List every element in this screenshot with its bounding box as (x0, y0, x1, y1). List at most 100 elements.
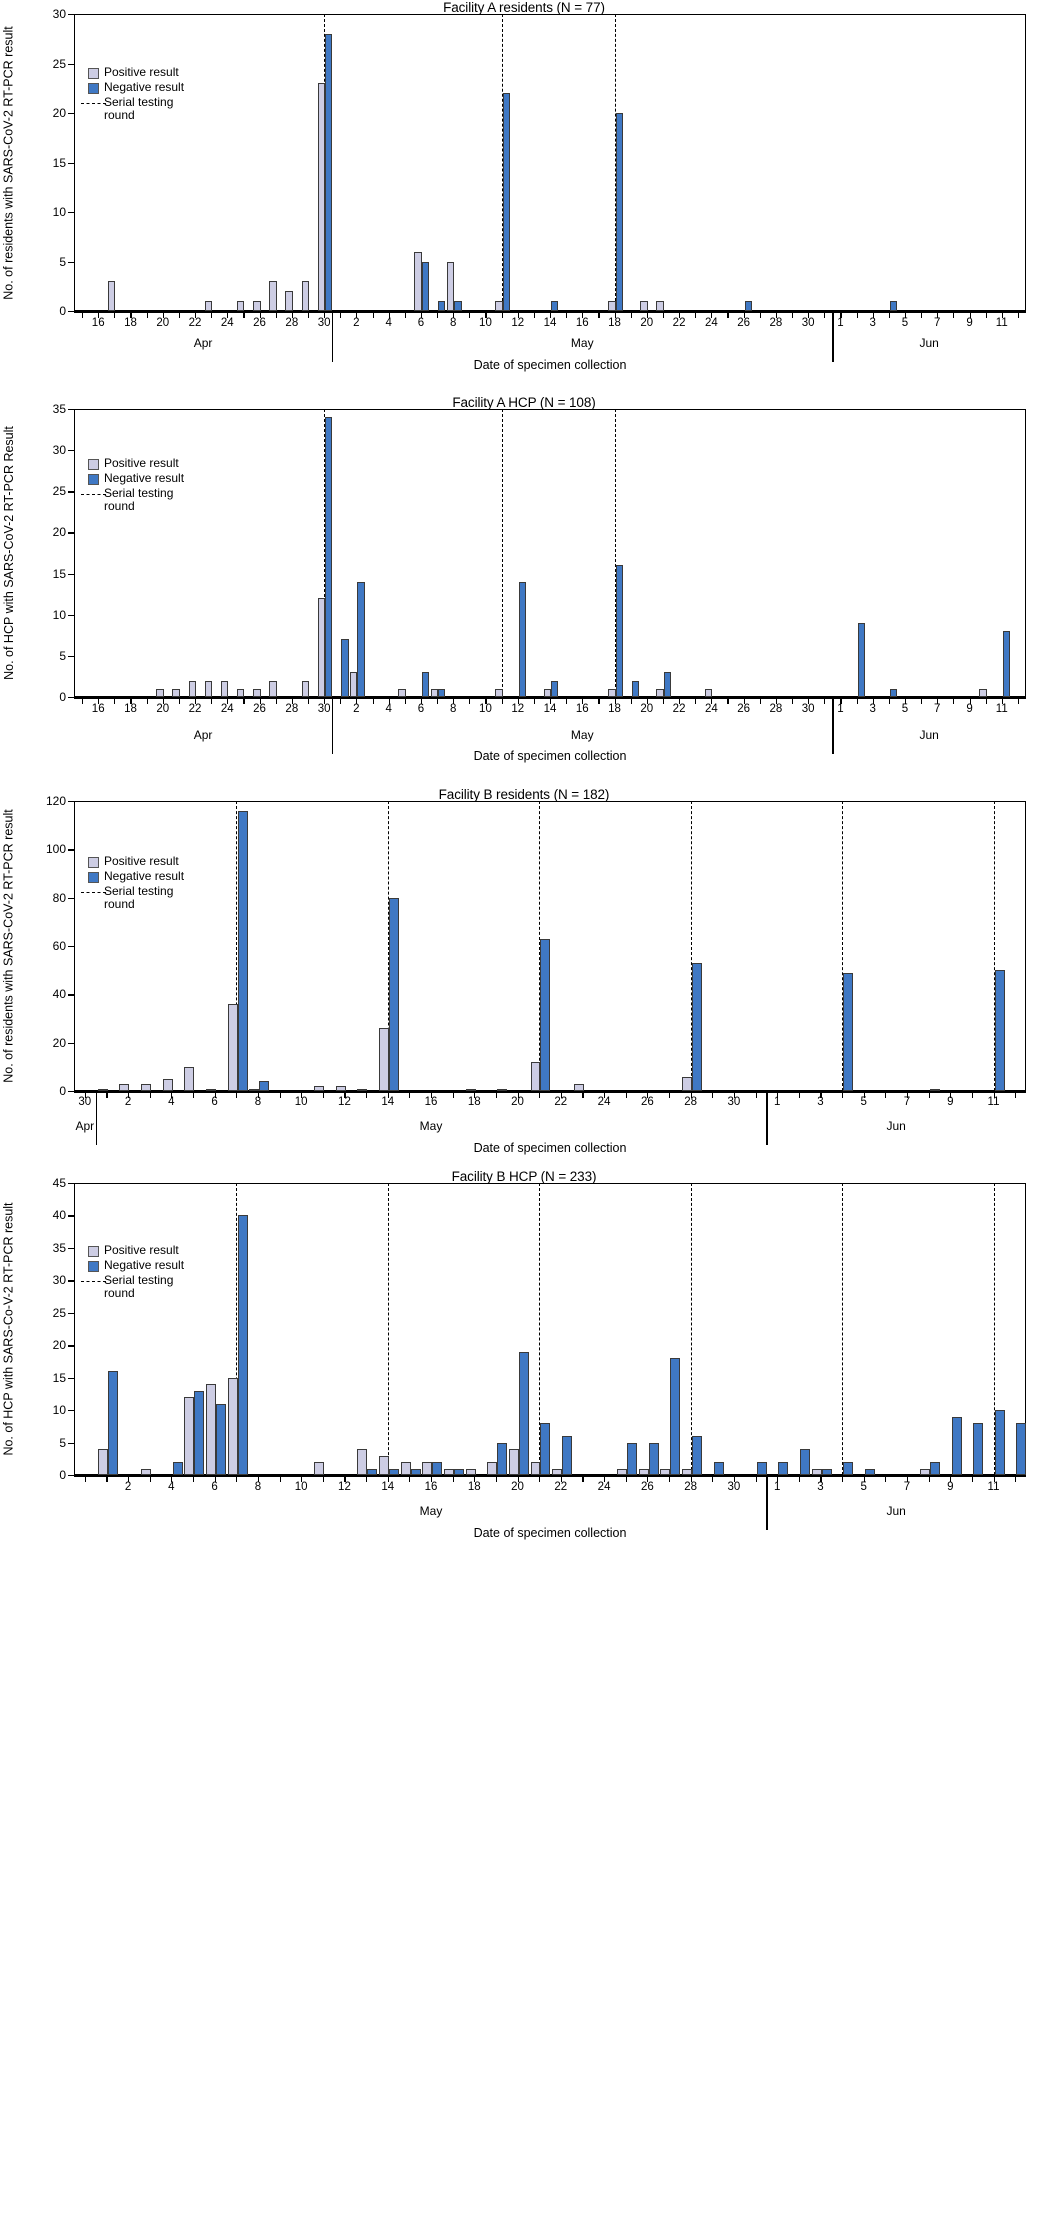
x-tick-mark (324, 311, 326, 318)
x-tick-mark (322, 1475, 324, 1482)
month-separator (95, 1091, 97, 1145)
x-tick-mark (921, 697, 923, 704)
x-tick-mark (792, 697, 794, 704)
x-tick-label: 5 (860, 1096, 867, 1108)
negative-swatch-icon (88, 474, 99, 485)
chart-title: Facility B HCP (N = 233) (451, 1169, 597, 1184)
bar-positive (205, 1088, 216, 1091)
bar-positive (400, 1462, 411, 1475)
bar-negative (631, 680, 640, 697)
y-tick-mark (68, 1410, 74, 1412)
x-tick-label: 12 (338, 1481, 351, 1493)
x-tick-mark (582, 311, 584, 318)
x-tick-mark (604, 1475, 606, 1482)
month-label: Apr (193, 728, 213, 742)
x-tick-label: 30 (727, 1096, 741, 1108)
x-tick-mark (679, 311, 681, 318)
month-separator (832, 697, 834, 754)
x-tick-mark (275, 697, 277, 704)
legend-label-serial-line2: round (104, 499, 135, 513)
bar-negative (438, 301, 446, 311)
x-tick-mark (820, 1091, 822, 1098)
month-label: Jun (919, 728, 939, 742)
x-tick-mark (777, 1091, 779, 1098)
legend-label-positive: Positive result (104, 65, 179, 79)
x-tick-label: 30 (801, 317, 815, 329)
legend-item-serial-round: Serial testing round (81, 487, 184, 513)
x-tick-label: 4 (168, 1096, 175, 1108)
y-tick-mark (68, 261, 74, 263)
x-tick-mark (560, 1091, 562, 1098)
x-tick-mark (324, 697, 326, 704)
serial-testing-round-line (501, 14, 503, 311)
x-tick-mark (647, 1091, 649, 1098)
bar-positive (430, 688, 439, 697)
x-tick-mark (950, 1475, 952, 1482)
x-tick-mark (1017, 697, 1020, 704)
bar-positive (97, 1088, 108, 1091)
x-tick-mark (211, 311, 213, 318)
x-tick-mark (162, 311, 164, 318)
bar-positive (188, 680, 196, 697)
y-tick-label: 15 (52, 566, 66, 581)
bar-positive (156, 688, 164, 697)
x-tick-label: 11 (987, 1481, 1000, 1493)
x-tick-mark (495, 1091, 497, 1098)
bar-positive (660, 1468, 671, 1475)
x-tick-label: 20 (640, 703, 654, 715)
x-tick-label: 4 (168, 1481, 175, 1493)
x-tick-mark (566, 697, 568, 704)
x-tick-mark (84, 1091, 86, 1098)
y-tick-mark (68, 532, 74, 534)
x-tick-mark (711, 311, 713, 318)
x-tick-label: 28 (769, 703, 783, 715)
x-tick-mark (798, 1091, 800, 1098)
x-tick-label: 1 (773, 1481, 781, 1493)
y-tick-label: 5 (59, 254, 66, 269)
x-tick-label: 10 (294, 1481, 308, 1493)
bar-negative (550, 301, 559, 311)
y-tick-label: 120 (45, 794, 66, 808)
y-tick-label: 80 (52, 890, 66, 905)
x-tick-mark (388, 697, 390, 704)
x-tick-label: 3 (869, 703, 876, 715)
x-tick-mark (344, 1475, 346, 1482)
x-tick-mark (437, 311, 439, 318)
bar-positive (236, 688, 245, 697)
x-tick-mark (1015, 1475, 1017, 1482)
x-tick-label: 12 (511, 703, 525, 715)
x-tick-label: 24 (597, 1096, 611, 1108)
x-tick-mark (872, 697, 874, 704)
x-tick-mark (625, 1475, 627, 1482)
x-tick-mark (598, 697, 600, 704)
x-tick-mark (485, 697, 487, 704)
x-tick-label: 30 (801, 703, 815, 715)
y-tick-mark (68, 491, 74, 493)
bar-positive (285, 291, 293, 311)
x-tick-label: 7 (934, 703, 941, 715)
month-label: May (570, 336, 594, 350)
x-tick-mark (743, 697, 745, 704)
x-tick-label: 8 (449, 703, 457, 715)
x-tick-label: 16 (91, 703, 105, 715)
x-axis-title: Date of specimen collection (473, 1141, 627, 1155)
bar-negative (259, 1081, 270, 1091)
x-tick-mark (195, 311, 197, 318)
x-tick-mark (291, 697, 293, 704)
x-tick-mark (560, 1475, 562, 1482)
bar-positive (162, 1078, 173, 1091)
x-tick-mark (820, 1475, 822, 1482)
x-tick-mark (566, 311, 568, 318)
x-tick-label: 22 (672, 317, 686, 329)
x-tick-mark (356, 311, 358, 318)
x-tick-mark (690, 1475, 692, 1482)
x-tick-label: 28 (769, 317, 783, 329)
x-tick-mark (550, 697, 552, 704)
x-tick-mark (366, 1091, 368, 1098)
bar-negative (778, 1462, 789, 1475)
x-tick-mark (904, 697, 907, 704)
x-tick-mark (517, 1475, 519, 1482)
x-tick-mark (307, 697, 310, 704)
x-tick-label: 9 (947, 1481, 954, 1493)
x-tick-label: 9 (966, 317, 973, 329)
